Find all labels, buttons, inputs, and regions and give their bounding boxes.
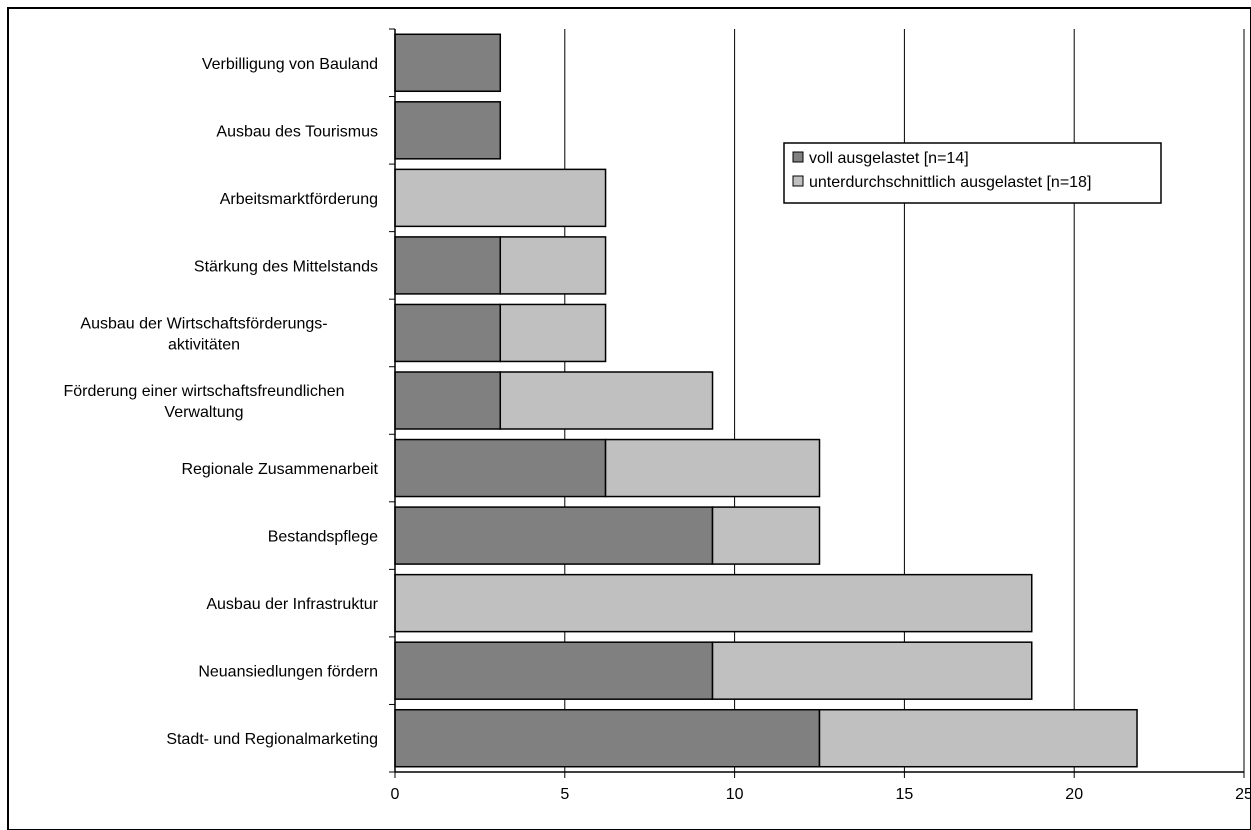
category-label: Förderung einer wirtschaftsfreundlichen V…	[63, 383, 344, 421]
bar-segment-voll	[394, 506, 714, 565]
bar-segment-unterdurchschnittlich	[604, 438, 821, 498]
category-label-line: Stadt- und Regionalmarketing	[166, 731, 378, 748]
category-label-line: Ausbau der Infrastruktur	[206, 596, 378, 613]
x-tick-label: 0	[391, 786, 400, 803]
legend-entry-label: unterdurchschnittlich ausgelastet [n=18]	[809, 174, 1091, 191]
bar-segment-unterdurchschnittlich	[499, 303, 607, 363]
x-tick-label: 25	[1235, 786, 1251, 803]
bar-segment-voll	[394, 101, 502, 160]
legend-swatch	[792, 175, 804, 187]
bar-segment-voll	[394, 303, 502, 363]
legend-swatch	[792, 151, 804, 163]
category-label-line: aktivitäten	[168, 336, 240, 353]
bar-segment-voll	[394, 708, 821, 768]
x-tick-label: 10	[726, 786, 744, 803]
category-label: Neuansiedlungen fördern	[198, 664, 378, 681]
bar-segment-voll	[394, 438, 607, 498]
category-label-line: Verwaltung	[164, 404, 243, 421]
category-label-line: Förderung einer wirtschaftsfreundlichen	[63, 383, 344, 400]
x-tick-label: 5	[560, 786, 569, 803]
category-label-line: Arbeitsmarktförderung	[220, 191, 378, 208]
category-label: Arbeitsmarktförderung	[220, 191, 378, 208]
x-tick-label: 15	[896, 786, 914, 803]
bar-segment-voll	[394, 236, 502, 295]
category-label: Ausbau der Wirtschaftsförderungs-aktivit…	[80, 315, 327, 353]
bar-segment-voll	[394, 33, 502, 93]
legend-box	[783, 142, 1162, 204]
category-label: Bestandspflege	[268, 529, 378, 546]
category-label-line: Neuansiedlungen fördern	[198, 664, 378, 681]
category-label: Stärkung des Mittelstands	[194, 258, 378, 275]
bar-segment-unterdurchschnittlich	[818, 708, 1138, 768]
category-label-line: Verbilligung von Bauland	[202, 56, 378, 73]
bar-segment-unterdurchschnittlich	[711, 506, 821, 565]
category-label: Regionale Zusammenarbeit	[181, 461, 378, 478]
category-label-line: Stärkung des Mittelstands	[194, 258, 378, 275]
x-tick-label: 20	[1065, 786, 1083, 803]
category-label-line: Bestandspflege	[268, 529, 378, 546]
category-label-line: Ausbau der Wirtschaftsförderungs-	[80, 315, 327, 332]
bar-segment-unterdurchschnittlich	[711, 641, 1033, 700]
bar-segment-voll	[394, 371, 502, 430]
category-label-line: Regionale Zusammenarbeit	[181, 461, 378, 478]
category-label: Ausbau des Tourismus	[216, 123, 378, 140]
category-label: Verbilligung von Bauland	[202, 56, 378, 73]
legend-entry-label: voll ausgelastet [n=14]	[809, 150, 969, 167]
category-label: Stadt- und Regionalmarketing	[166, 731, 378, 748]
bar-segment-voll	[394, 641, 714, 700]
bar-segment-unterdurchschnittlich	[499, 371, 714, 430]
category-label: Ausbau der Infrastruktur	[206, 596, 378, 613]
bar-segment-unterdurchschnittlich	[499, 236, 607, 295]
category-label-line: Ausbau des Tourismus	[216, 123, 378, 140]
bar-segment-unterdurchschnittlich	[394, 573, 1033, 633]
bar-segment-unterdurchschnittlich	[394, 168, 607, 228]
